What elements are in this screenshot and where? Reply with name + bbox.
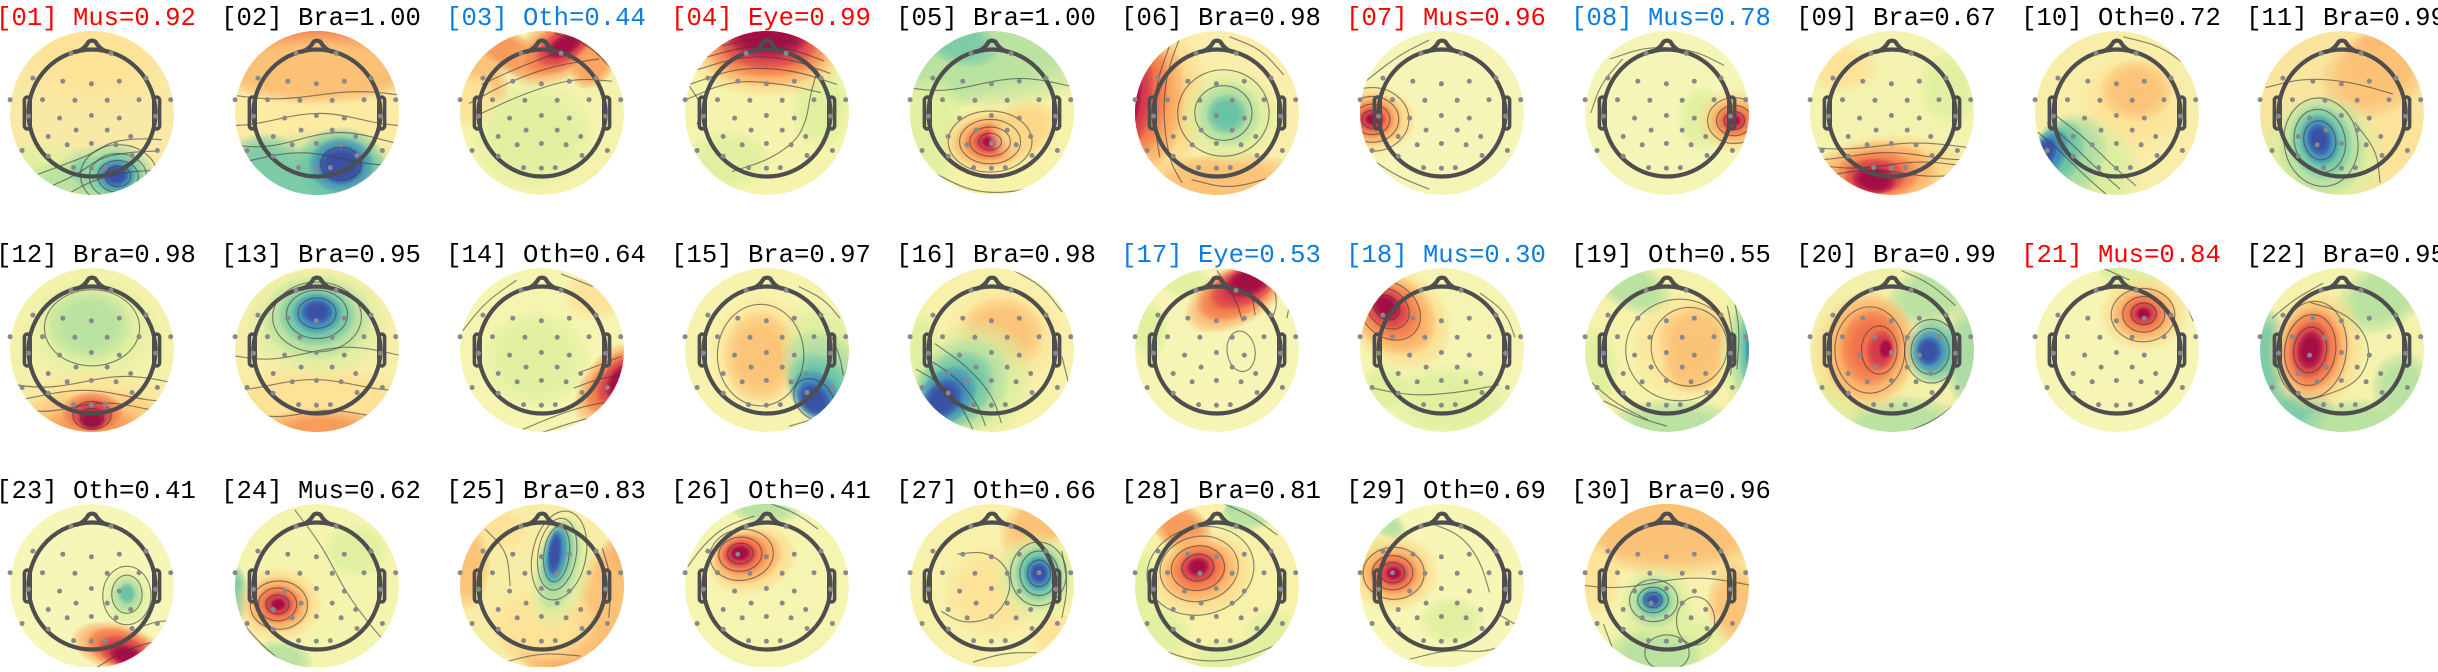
svg-text:[16] Bra=0.98: [16] Bra=0.98 [896,241,1096,270]
svg-text:[07] Mus=0.96: [07] Mus=0.96 [1346,4,1546,33]
svg-text:[01] Mus=0.92: [01] Mus=0.92 [0,4,196,33]
svg-text:[02] Bra=1.00: [02] Bra=1.00 [221,4,421,33]
svg-text:[12] Bra=0.98: [12] Bra=0.98 [0,241,196,270]
svg-text:[08] Mus=0.78: [08] Mus=0.78 [1571,4,1771,33]
svg-text:[29] Oth=0.69: [29] Oth=0.69 [1346,477,1546,506]
svg-text:[14] Oth=0.64: [14] Oth=0.64 [446,241,646,270]
svg-text:[03] Oth=0.44: [03] Oth=0.44 [446,4,646,33]
svg-text:[20] Bra=0.99: [20] Bra=0.99 [1796,241,1996,270]
svg-text:[17] Eye=0.53: [17] Eye=0.53 [1121,241,1321,270]
svg-text:[28] Bra=0.81: [28] Bra=0.81 [1121,477,1321,506]
svg-text:[06] Bra=0.98: [06] Bra=0.98 [1121,4,1321,33]
svg-text:[24] Mus=0.62: [24] Mus=0.62 [221,477,421,506]
svg-text:[22] Bra=0.95: [22] Bra=0.95 [2246,241,2438,270]
svg-text:[21] Mus=0.84: [21] Mus=0.84 [2021,241,2221,270]
svg-text:[30] Bra=0.96: [30] Bra=0.96 [1571,477,1771,506]
svg-text:[27] Oth=0.66: [27] Oth=0.66 [896,477,1096,506]
svg-text:[09] Bra=0.67: [09] Bra=0.67 [1796,4,1996,33]
svg-text:[15] Bra=0.97: [15] Bra=0.97 [671,241,871,270]
svg-text:[25] Bra=0.83: [25] Bra=0.83 [446,477,646,506]
svg-text:[11] Bra=0.99: [11] Bra=0.99 [2246,4,2438,33]
svg-text:[23] Oth=0.41: [23] Oth=0.41 [0,477,196,506]
svg-text:[13] Bra=0.95: [13] Bra=0.95 [221,241,421,270]
svg-text:[18] Mus=0.30: [18] Mus=0.30 [1346,241,1546,270]
svg-text:[04] Eye=0.99: [04] Eye=0.99 [671,4,871,33]
svg-text:[05] Bra=1.00: [05] Bra=1.00 [896,4,1096,33]
svg-text:[19] Oth=0.55: [19] Oth=0.55 [1571,241,1771,270]
svg-text:[26] Oth=0.41: [26] Oth=0.41 [671,477,871,506]
svg-text:[10] Oth=0.72: [10] Oth=0.72 [2021,4,2221,33]
